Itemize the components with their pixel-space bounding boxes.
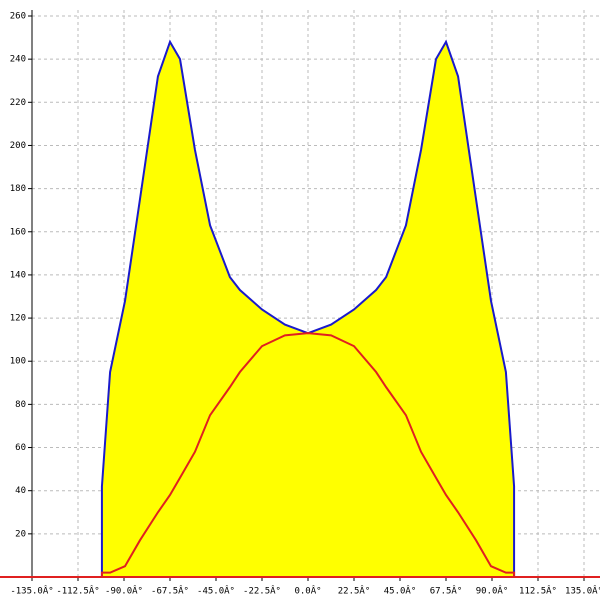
y-tick-label: 260 (10, 12, 26, 22)
y-tick-label: 60 (15, 443, 26, 453)
x-tick-label: 112.5Â° (519, 585, 557, 597)
x-tick-label: -135.0Â° (10, 585, 53, 597)
x-tick-label: -112.5Â° (56, 585, 99, 597)
x-tick-label: 0.0Â° (294, 585, 321, 597)
x-tick-label: -22.5Â° (243, 585, 281, 597)
y-tick-label: 220 (10, 98, 26, 108)
y-tick-label: 240 (10, 55, 26, 65)
y-tick-label: 80 (15, 400, 26, 410)
x-tick-label: 90.0Â° (476, 585, 509, 597)
x-tick-label: 135.0Â° (565, 585, 600, 597)
x-tick-label: 45.0Â° (384, 585, 417, 597)
area-fill (101, 41, 515, 577)
x-tick-label: -67.5Â° (151, 585, 189, 597)
x-tick-label: -45.0Â° (197, 585, 235, 597)
y-tick-label: 200 (10, 141, 26, 151)
y-tick-label: 40 (15, 486, 26, 496)
x-tick-label: 22.5Â° (338, 585, 371, 597)
line (100, 332, 516, 577)
y-tick-label: 20 (15, 529, 26, 539)
x-tick-label: 67.5Â° (430, 585, 463, 597)
y-tick-label: 100 (10, 357, 26, 367)
y-tick-label: 180 (10, 184, 26, 194)
x-tick-label: -90.0Â° (105, 585, 143, 597)
y-tick-label: 140 (10, 270, 26, 280)
y-tick-label: 120 (10, 314, 26, 324)
y-tick-label: 160 (10, 227, 26, 237)
